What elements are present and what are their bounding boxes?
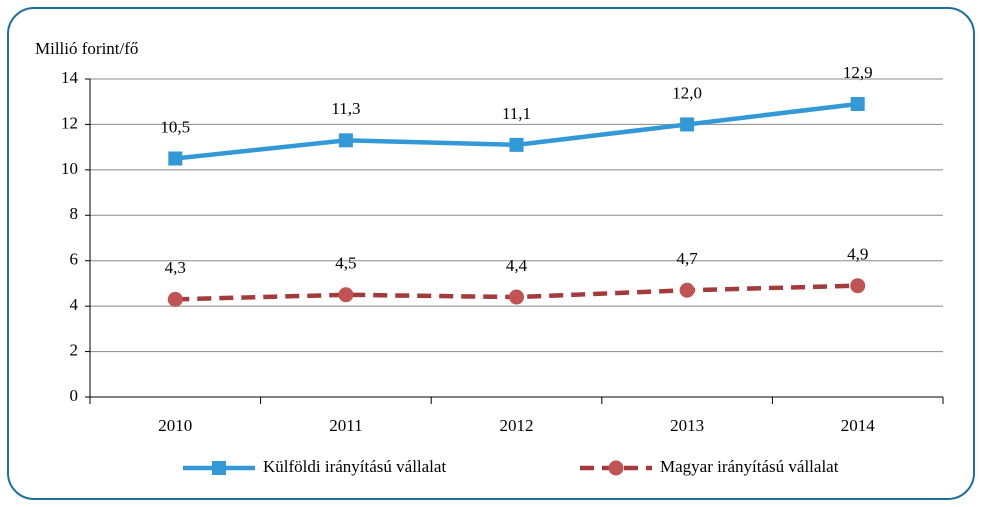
- data-label: 10,5: [160, 117, 190, 136]
- x-tick-label: 2012: [500, 416, 534, 435]
- data-label: 12,0: [672, 83, 702, 102]
- data-label: 4,5: [335, 254, 356, 273]
- data-point: [680, 117, 695, 132]
- y-tick-label: 10: [61, 159, 78, 178]
- x-tick-label: 2011: [329, 416, 362, 435]
- data-label: 11,3: [331, 99, 360, 118]
- legend-marker: [608, 460, 624, 476]
- legend-label: Külföldi irányítású vállalat: [263, 457, 446, 476]
- y-axis-label: Millió forint/fő: [35, 39, 138, 58]
- legend-label: Magyar irányítású vállalat: [660, 457, 839, 476]
- data-point: [509, 289, 524, 305]
- x-tick-label: 2010: [158, 416, 192, 435]
- data-point: [168, 151, 183, 166]
- y-tick-label: 14: [61, 68, 79, 87]
- data-label: 4,3: [165, 258, 186, 277]
- y-tick-label: 0: [70, 386, 79, 405]
- x-tick-label: 2014: [841, 416, 876, 435]
- data-point: [167, 291, 183, 307]
- y-tick-label: 6: [70, 250, 79, 269]
- data-point: [679, 282, 695, 298]
- data-label: 4,9: [847, 245, 868, 264]
- legend-marker: [212, 461, 226, 475]
- data-label: 4,4: [506, 256, 528, 275]
- y-tick-label: 2: [70, 340, 79, 359]
- data-label: 12,9: [843, 63, 873, 82]
- data-point: [850, 278, 866, 294]
- data-label: 11,1: [502, 104, 531, 123]
- x-tick-label: 2013: [670, 416, 704, 435]
- frame: [7, 7, 975, 500]
- data-point: [338, 287, 354, 303]
- data-point: [509, 137, 524, 152]
- y-tick-label: 8: [70, 204, 79, 223]
- y-tick-label: 4: [70, 295, 79, 314]
- data-point: [338, 133, 353, 148]
- data-point: [850, 96, 865, 111]
- data-label: 4,7: [676, 249, 698, 268]
- y-tick-label: 12: [61, 113, 78, 132]
